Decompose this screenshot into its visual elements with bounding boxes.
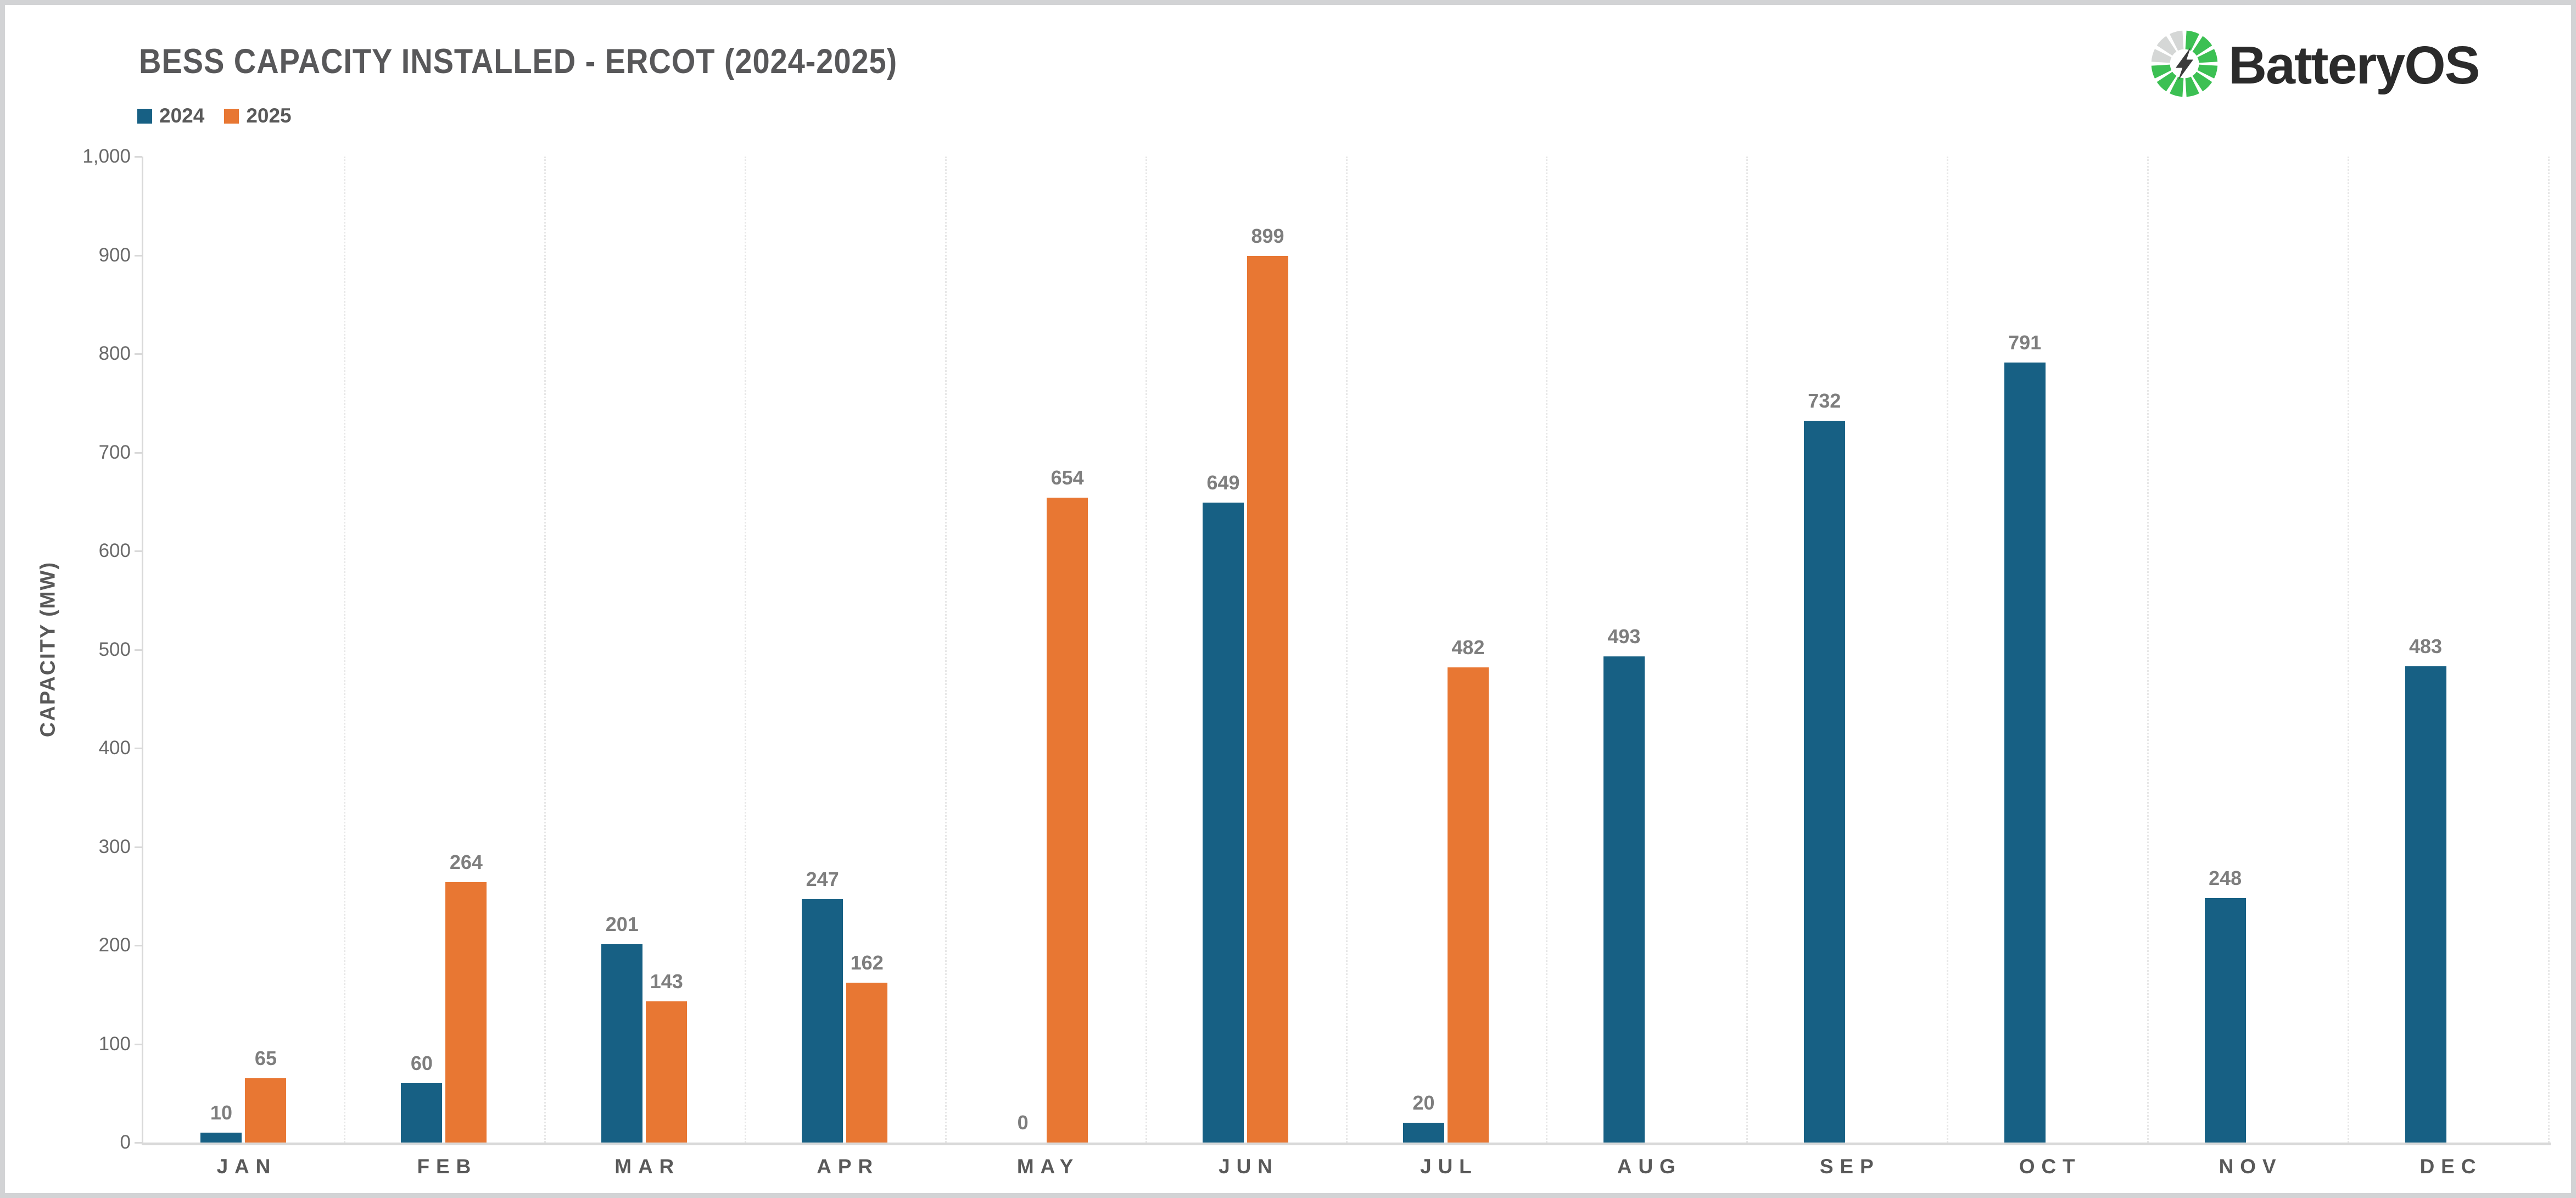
value-label-2025-JUL: 482 (1451, 636, 1485, 659)
value-label-2024-OCT: 791 (2008, 331, 2042, 354)
value-label-2025-JUN: 899 (1251, 225, 1284, 247)
x-tick-label-AUG: AUG (1617, 1155, 1682, 1178)
legend-item-2025: 2025 (224, 104, 292, 127)
x-tick-label-NOV: NOV (2219, 1155, 2283, 1178)
x-tick-label-JUN: JUN (1219, 1155, 1279, 1178)
value-label-2024-JAN: 10 (210, 1101, 232, 1124)
value-label-2024-AUG: 493 (1607, 625, 1641, 648)
y-tick-mark (135, 649, 142, 651)
y-tick-mark (135, 748, 142, 749)
y-tick-mark (135, 452, 142, 454)
legend: 2024 2025 (137, 104, 292, 127)
x-tick-label-JAN: JAN (216, 1155, 277, 1178)
charging-wheel-lightning-icon (2148, 27, 2221, 103)
value-label-2025-MAY: 654 (1050, 466, 1084, 489)
bar-2025-APR (846, 983, 888, 1143)
x-tick-label-OCT: OCT (2019, 1155, 2082, 1178)
y-tick-label: 500 (98, 638, 131, 660)
x-axis-line (142, 1143, 2551, 1145)
bar-2025-MAY (1047, 498, 1088, 1143)
x-tick-label-MAY: MAY (1016, 1155, 1080, 1178)
logo-text: BatteryOS (2228, 35, 2480, 95)
value-label-2025-JAN: 65 (254, 1047, 277, 1069)
x-tick-label-MAR: MAR (614, 1155, 681, 1178)
bar-2025-FEB (445, 882, 487, 1143)
y-tick-label: 1,000 (82, 146, 131, 167)
bar-2024-NOV (2204, 898, 2246, 1143)
y-tick-label: 300 (98, 835, 131, 857)
y-tick-label: 800 (98, 343, 131, 364)
y-tick-label: 700 (98, 441, 131, 463)
month-band-separator (2147, 157, 2149, 1143)
bar-2025-JUL (1447, 667, 1489, 1143)
value-label-2024-MAR: 201 (605, 913, 639, 935)
month-band-separator (1546, 157, 1548, 1143)
bar-2024-JUL (1402, 1123, 1444, 1143)
legend-item-2024: 2024 (137, 104, 204, 127)
y-tick-mark (135, 353, 142, 355)
value-label-2024-JUL: 20 (1412, 1091, 1435, 1114)
y-axis-line (142, 157, 143, 1144)
value-label-2025-FEB: 264 (449, 851, 483, 873)
y-tick-label: 0 (120, 1132, 131, 1153)
legend-label-2024: 2024 (159, 104, 205, 127)
bar-2024-MAR (601, 944, 643, 1143)
y-tick-mark (135, 1142, 142, 1144)
value-label-2024-SEP: 732 (1808, 389, 1841, 412)
bar-2025-MAR (646, 1001, 688, 1143)
y-tick-mark (135, 254, 142, 257)
month-band-separator (945, 157, 947, 1143)
chart-title: BESS CAPACITY INSTALLED - ERCOT (2024-20… (139, 42, 898, 81)
logo: BatteryOS (2148, 27, 2480, 103)
y-tick-mark (135, 550, 142, 552)
bar-2024-AUG (1603, 656, 1645, 1143)
y-tick-label: 900 (98, 244, 131, 266)
bar-2024-APR (802, 899, 843, 1143)
bar-2024-SEP (1803, 421, 1845, 1143)
bar-2024-JAN (200, 1133, 242, 1143)
bar-2024-DEC (2405, 666, 2446, 1143)
x-tick-label-DEC: DEC (2419, 1155, 2483, 1178)
y-tick-mark (135, 1043, 142, 1045)
month-band-separator (1345, 157, 1348, 1143)
x-tick-label-JUL: JUL (1420, 1155, 1478, 1178)
y-tick-label: 100 (98, 1033, 131, 1055)
y-tick-label: 400 (98, 737, 131, 759)
bar-2025-JAN (245, 1078, 287, 1143)
y-tick-label: 200 (98, 934, 131, 956)
value-label-2024-APR: 247 (806, 868, 839, 890)
bar-2024-JUN (1203, 503, 1244, 1143)
y-tick-mark (135, 846, 142, 848)
value-label-2025-MAR: 143 (650, 970, 683, 993)
y-tick-mark (135, 945, 142, 946)
month-band-separator (1746, 157, 1748, 1143)
legend-swatch-2024 (137, 108, 152, 124)
bar-2024-OCT (2004, 363, 2046, 1143)
month-band-separator (343, 157, 345, 1143)
y-tick-mark (135, 156, 142, 158)
month-band-separator (2348, 157, 2350, 1143)
month-band-separator (2548, 157, 2550, 1143)
x-tick-label-FEB: FEB (417, 1155, 478, 1178)
value-label-2024-FEB: 60 (410, 1052, 433, 1074)
month-band-separator (744, 157, 746, 1143)
month-band-separator (544, 157, 546, 1143)
x-tick-label-APR: APR (817, 1155, 879, 1178)
value-label-2024-NOV: 248 (2209, 867, 2242, 889)
bar-2024-FEB (401, 1083, 443, 1143)
value-label-2025-APR: 162 (850, 951, 884, 974)
bar-2025-JUN (1247, 256, 1289, 1143)
value-label-2024-JUN: 649 (1206, 471, 1240, 494)
legend-swatch-2025 (224, 108, 239, 124)
month-band-separator (1145, 157, 1147, 1143)
value-label-2024-MAY: 0 (1017, 1111, 1029, 1134)
y-tick-label: 600 (98, 540, 131, 561)
legend-label-2025: 2025 (246, 104, 292, 127)
value-label-2024-DEC: 483 (2409, 635, 2443, 657)
x-tick-label-SEP: SEP (1819, 1155, 1880, 1178)
month-band-separator (1947, 157, 1949, 1143)
